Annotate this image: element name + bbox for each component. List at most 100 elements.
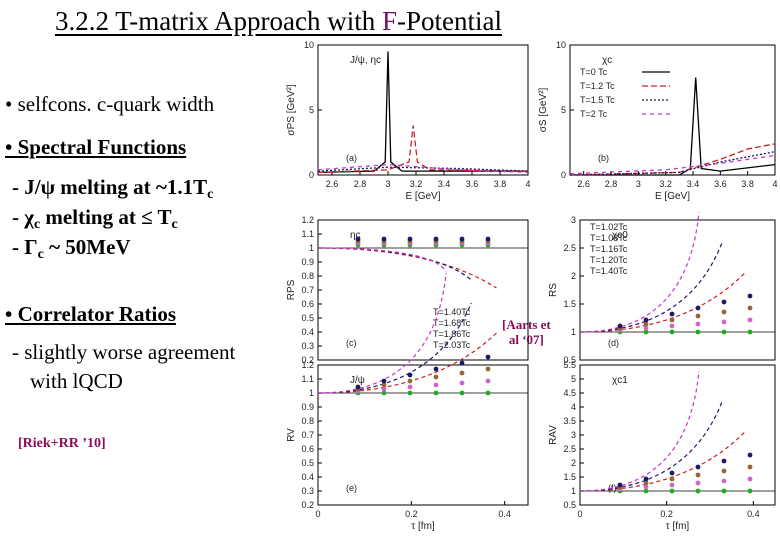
ytick-label: 2.5 xyxy=(563,444,576,454)
correlator-line1: - slightly worse agreement xyxy=(12,340,236,364)
ytick-label: 0.7 xyxy=(301,285,314,295)
ratio-curve-2 xyxy=(579,370,700,492)
lattice-point xyxy=(747,305,753,311)
series-line-0 xyxy=(317,51,528,174)
lattice-point xyxy=(747,464,753,470)
bullet-selfcons: • selfcons. c-quark width xyxy=(5,92,215,116)
citation-aarts: [Aarts et al ‘07] xyxy=(502,317,551,347)
lattice-point xyxy=(459,360,465,366)
xtick-label: 3.8 xyxy=(494,179,507,189)
lattice-point xyxy=(643,484,649,490)
lattice-point xyxy=(381,378,387,384)
lattice-point xyxy=(459,390,465,396)
ytick-label: 0.5 xyxy=(563,355,576,365)
slide-title: 3.2.2 T-matrix Approach with F-Potential xyxy=(55,6,502,36)
ratio-curve-0 xyxy=(579,271,747,333)
xtick-label: 3.8 xyxy=(741,179,754,189)
xtick-label: 2.8 xyxy=(354,179,367,189)
panel-id: (c) xyxy=(346,338,357,348)
legend-entry: T=1.86Tc xyxy=(433,329,471,339)
ytick-label: 0.2 xyxy=(301,355,314,365)
lattice-point xyxy=(381,236,387,242)
lattice-point xyxy=(747,329,753,335)
yaxis-label: RPS xyxy=(286,279,297,300)
legend-entry: T=1.08Tc xyxy=(590,233,628,243)
ytick-label: 5 xyxy=(561,105,566,115)
panel-frame-3 xyxy=(579,219,776,361)
ratio-curve-0 xyxy=(317,332,497,394)
ytick-label: 1.1 xyxy=(301,229,314,239)
gamma-width: - Γc ~ 50MeV xyxy=(12,235,131,262)
ytick-label: 1 xyxy=(571,327,576,337)
legend-entry: T=1.2 Tc xyxy=(580,81,615,91)
ytick-label: 2 xyxy=(571,271,576,281)
lattice-point xyxy=(617,482,623,488)
lattice-point xyxy=(747,452,753,458)
lattice-point xyxy=(485,390,491,396)
panel-id: (f) xyxy=(608,483,617,493)
ytick-label: 5 xyxy=(309,105,314,115)
lattice-point xyxy=(643,329,649,335)
legend-entry: T=0 Tc xyxy=(580,67,608,77)
xtick-label: 3.4 xyxy=(687,179,700,189)
lattice-point xyxy=(695,480,701,486)
xtick-label: 2.6 xyxy=(577,179,590,189)
lattice-point xyxy=(407,390,413,396)
lattice-point xyxy=(485,354,491,360)
xtick-label: 3.4 xyxy=(438,179,451,189)
ytick-label: 1 xyxy=(571,486,576,496)
ytick-label: 0.5 xyxy=(301,313,314,323)
bullet-correlator-ratios: • Correlator Ratios xyxy=(5,302,177,326)
lattice-point xyxy=(485,236,491,242)
ytick-label: 4 xyxy=(571,402,576,412)
ratio-curve-1 xyxy=(579,400,723,492)
ratio-curve-2 xyxy=(579,211,700,333)
xtick-label: 3 xyxy=(636,179,641,189)
xtick-label: 0 xyxy=(315,509,320,519)
lattice-point xyxy=(669,488,675,494)
chi-melting: - χc melting at ≤ Tc xyxy=(12,205,178,232)
ytick-label: 3 xyxy=(571,430,576,440)
lattice-point xyxy=(747,488,753,494)
lattice-point xyxy=(669,323,675,329)
ytick-label: 0.5 xyxy=(301,458,314,468)
xtick-label: 0.4 xyxy=(498,509,511,519)
yaxis-label: RS xyxy=(548,283,559,297)
ytick-label: 5 xyxy=(571,374,576,384)
ytick-label: 3.5 xyxy=(563,416,576,426)
lattice-point xyxy=(669,470,675,476)
ytick-label: 3 xyxy=(571,215,576,225)
series-line-3 xyxy=(569,154,776,175)
lattice-point xyxy=(747,293,753,299)
yaxis-label: σS [GeV²] xyxy=(538,88,549,133)
lattice-point xyxy=(695,305,701,311)
lattice-point xyxy=(433,382,439,388)
lattice-point xyxy=(721,468,727,474)
lattice-point xyxy=(355,384,361,390)
lattice-point xyxy=(721,319,727,325)
lattice-point xyxy=(407,236,413,242)
series-line-0 xyxy=(570,77,776,176)
panel-id: (e) xyxy=(346,483,357,493)
xtick-label: 3.6 xyxy=(466,179,479,189)
citation-riek-rr: [Riek+RR ’10] xyxy=(18,436,106,451)
ytick-label: 0.7 xyxy=(301,430,314,440)
legend-entry: T=1.16Tc xyxy=(590,244,628,254)
lattice-point xyxy=(721,458,727,464)
panel-id: (a) xyxy=(346,153,357,163)
xtick-label: 0.2 xyxy=(660,509,673,519)
xaxis-label: E [GeV] xyxy=(655,191,690,202)
ytick-label: 0.8 xyxy=(301,271,314,281)
xtick-label: 3.6 xyxy=(714,179,727,189)
lattice-point xyxy=(617,323,623,329)
ytick-label: 4.5 xyxy=(563,388,576,398)
xaxis-label: τ [fm] xyxy=(666,521,690,532)
lattice-point xyxy=(695,488,701,494)
ytick-label: 1.5 xyxy=(563,299,576,309)
ytick-label: 0.5 xyxy=(563,500,576,510)
lattice-point xyxy=(381,390,387,396)
lattice-point xyxy=(695,313,701,319)
legend-entry: T=1.20Tc xyxy=(590,255,628,265)
panel-curve-label: χc xyxy=(602,55,612,66)
